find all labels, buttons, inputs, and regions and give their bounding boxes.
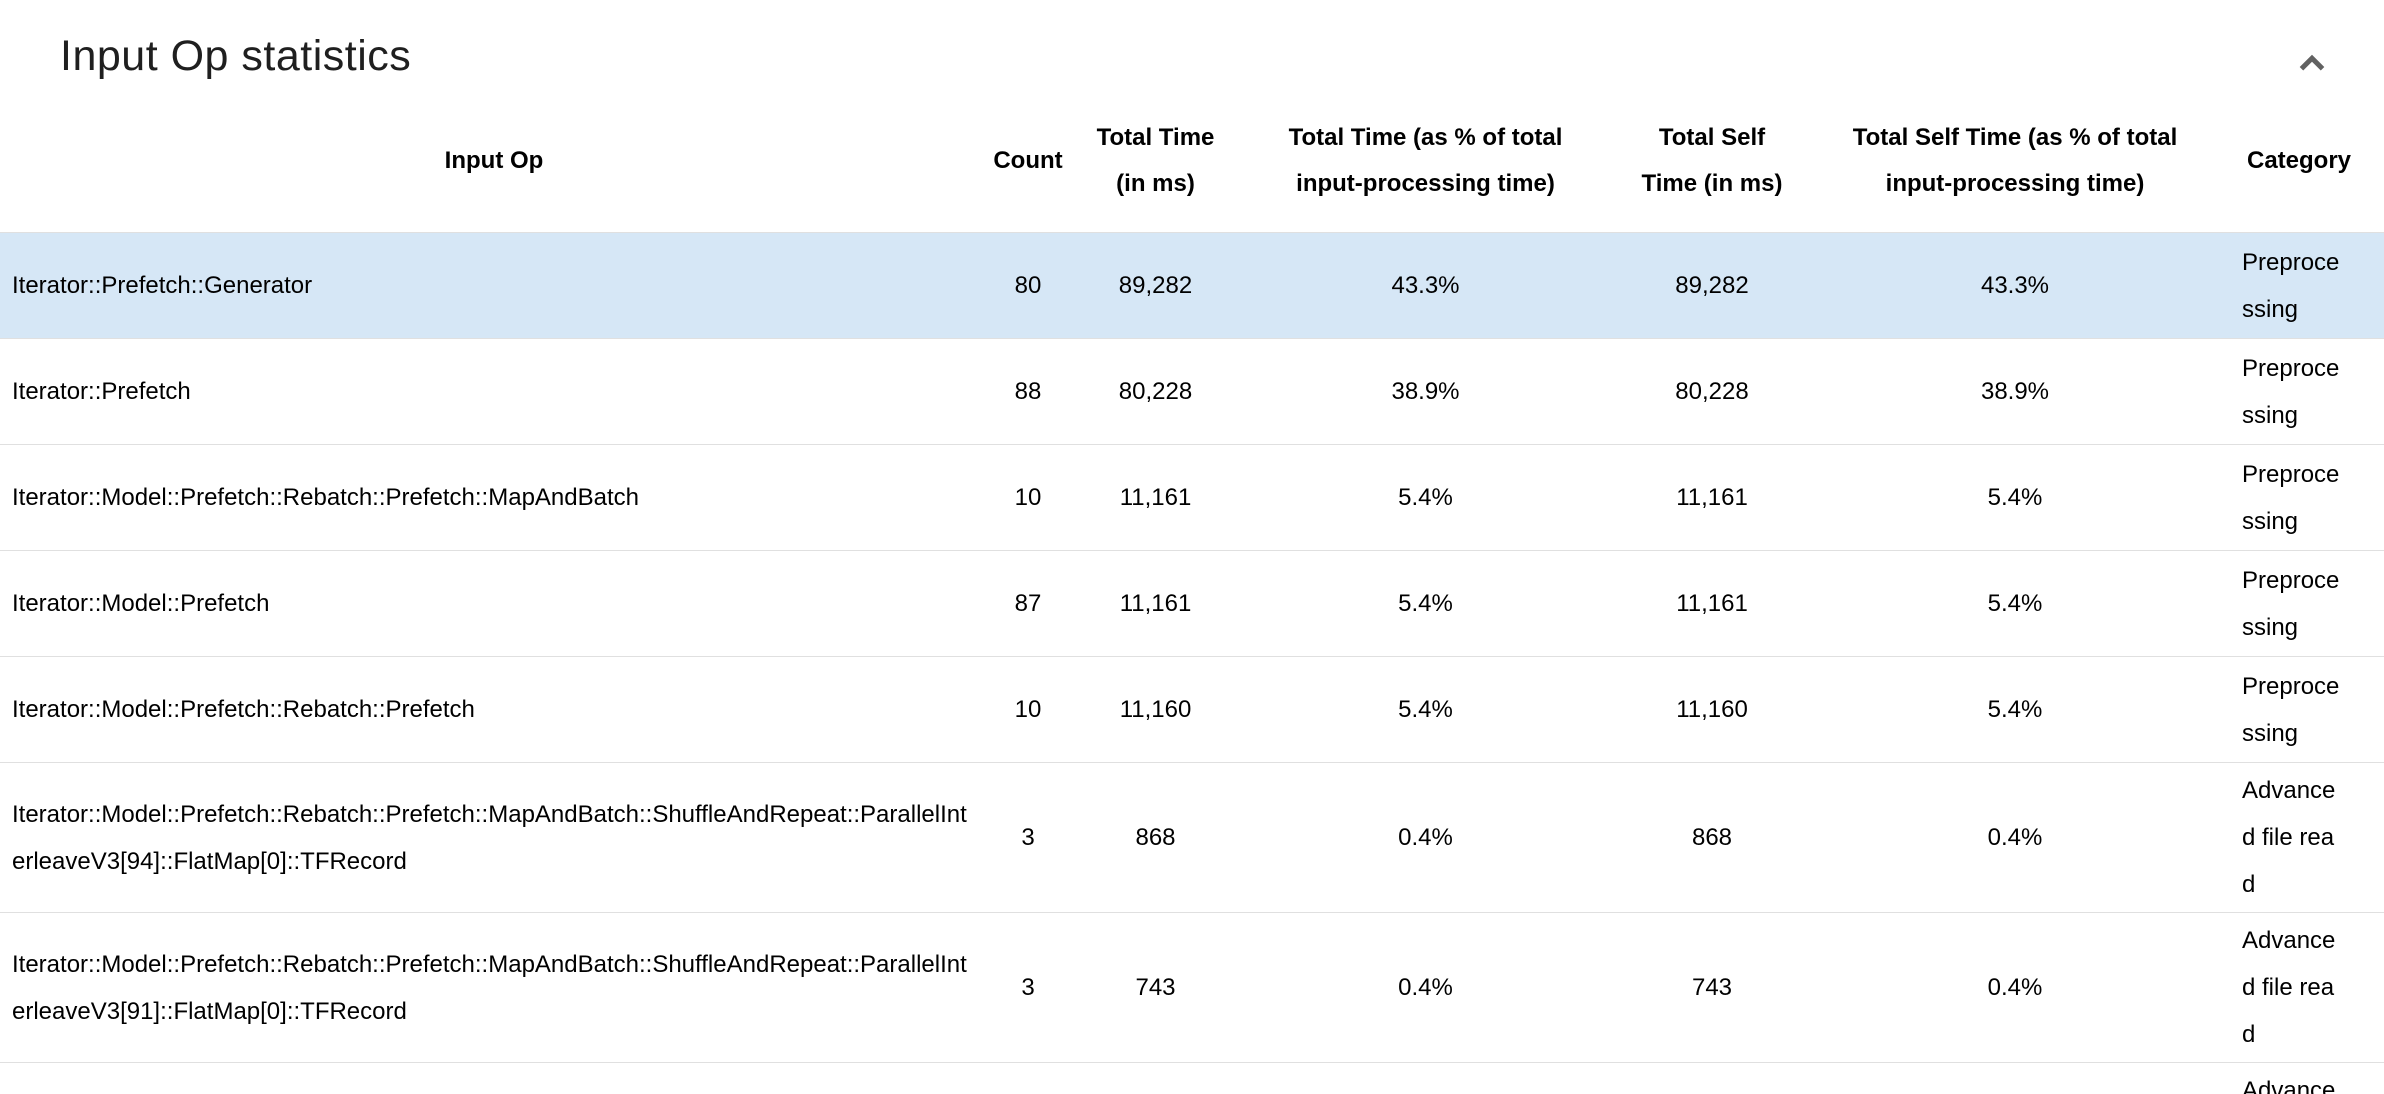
panel-header: Input Op statistics bbox=[0, 0, 2384, 90]
category-cell: Preprocessing bbox=[2242, 460, 2340, 535]
self-time-pct-cell: 0.3% bbox=[1816, 1063, 2214, 1094]
self-time-cell: 11,161 bbox=[1676, 484, 1748, 511]
total-time-pct-cell: 43.3% bbox=[1391, 272, 1460, 299]
self-time-cell: 743 bbox=[1691, 974, 1733, 1001]
table-row[interactable]: Iterator::Model::Prefetch::Rebatch::Pref… bbox=[0, 657, 2384, 763]
total-time-pct-cell: 5.4% bbox=[1398, 484, 1453, 511]
op-cell: Iterator::Model::Prefetch::Rebatch::Pref… bbox=[12, 800, 967, 875]
table-header-row: Input Op Count Total Time (in ms) Total … bbox=[0, 90, 2384, 233]
total-time-cell: 89,282 bbox=[1118, 272, 1193, 299]
self-time-cell: 89,282 bbox=[1675, 272, 1749, 299]
total-time-cell: 521 bbox=[1068, 1063, 1243, 1094]
self-time-cell: 11,161 bbox=[1676, 590, 1748, 617]
count-cell: 88 bbox=[1014, 378, 1042, 405]
op-cell: Iterator::Prefetch::Generator bbox=[12, 272, 313, 299]
count-cell: 10 bbox=[1014, 696, 1042, 723]
op-cell: Iterator::Prefetch bbox=[12, 378, 191, 405]
total-time-cell: 11,160 bbox=[1119, 696, 1192, 723]
self-time-pct-cell: 43.3% bbox=[1980, 272, 2050, 299]
table-row[interactable]: Iterator::Model::Prefetch 87 11,161 5.4%… bbox=[0, 551, 2384, 657]
total-time-pct-cell: 0.4% bbox=[1398, 824, 1453, 851]
op-cell: Iterator::Model::Prefetch::Rebatch::Pref… bbox=[12, 484, 639, 511]
total-time-pct-cell: 38.9% bbox=[1391, 378, 1460, 405]
table-row[interactable]: Iterator::Prefetch 88 80,228 38.9% 80,22… bbox=[0, 339, 2384, 445]
total-time-cell: 80,228 bbox=[1118, 378, 1193, 405]
category-cell: Preprocessing bbox=[2242, 672, 2340, 747]
total-time-pct-cell: 0.3% bbox=[1243, 1063, 1608, 1094]
category-cell: Advanced file read bbox=[2242, 1077, 2336, 1094]
total-time-cell: 11,161 bbox=[1119, 484, 1192, 511]
total-time-pct-cell: 0.4% bbox=[1398, 974, 1453, 1001]
self-time-pct-cell: 5.4% bbox=[1987, 484, 2043, 511]
self-time-pct-cell: 38.9% bbox=[1980, 378, 2050, 405]
collapse-button[interactable] bbox=[2284, 36, 2340, 92]
count-cell: 87 bbox=[1014, 590, 1042, 617]
op-cell: Iterator::Model::Prefetch bbox=[12, 590, 270, 617]
table-row[interactable]: Iterator::Prefetch::Generator 80 89,282 … bbox=[0, 233, 2384, 339]
self-time-cell: 11,160 bbox=[1676, 696, 1748, 723]
total-time-pct-cell: 5.4% bbox=[1398, 696, 1453, 723]
count-cell: 80 bbox=[1014, 272, 1042, 299]
table-row[interactable]: Iterator::Model::Prefetch::Rebatch::Pref… bbox=[0, 913, 2384, 1063]
op-cell: Iterator::Model::Prefetch::Rebatch::Pref… bbox=[0, 1063, 988, 1094]
column-header-self-time-pct[interactable]: Total Self Time (as % of total input-pro… bbox=[1852, 124, 2178, 197]
column-header-total-time[interactable]: Total Time (in ms) bbox=[1096, 124, 1215, 197]
category-cell: Preprocessing bbox=[2242, 248, 2340, 323]
column-header-category[interactable]: Category bbox=[2246, 147, 2352, 174]
total-time-pct-cell: 5.4% bbox=[1398, 590, 1453, 617]
table-row[interactable]: Iterator::Model::Prefetch::Rebatch::Pref… bbox=[0, 445, 2384, 551]
column-header-count[interactable]: Count bbox=[993, 147, 1063, 174]
table-row[interactable]: Iterator::Model::Prefetch::Rebatch::Pref… bbox=[0, 1063, 2384, 1094]
self-time-cell: 80,228 bbox=[1675, 378, 1749, 405]
table-row[interactable]: Iterator::Model::Prefetch::Rebatch::Pref… bbox=[0, 763, 2384, 913]
count-cell: 3 bbox=[1021, 974, 1035, 1001]
category-cell: Preprocessing bbox=[2242, 566, 2340, 641]
self-time-pct-cell: 5.4% bbox=[1987, 590, 2043, 617]
chevron-up-icon bbox=[2284, 41, 2340, 87]
total-time-cell: 868 bbox=[1135, 824, 1176, 851]
self-time-cell: 868 bbox=[1691, 824, 1733, 851]
page-title: Input Op statistics bbox=[60, 32, 412, 80]
column-header-self-time[interactable]: Total Self Time (in ms) bbox=[1641, 124, 1783, 197]
self-time-pct-cell: 5.4% bbox=[1987, 696, 2043, 723]
total-time-cell: 743 bbox=[1135, 974, 1176, 1001]
count-cell: 3 bbox=[988, 1063, 1068, 1094]
op-cell: Iterator::Model::Prefetch::Rebatch::Pref… bbox=[12, 696, 475, 723]
column-header-total-time-pct[interactable]: Total Time (as % of total input-processi… bbox=[1288, 124, 1563, 197]
category-cell: Advanced file read bbox=[2242, 927, 2336, 1048]
count-cell: 3 bbox=[1021, 824, 1035, 851]
self-time-pct-cell: 0.4% bbox=[1987, 824, 2043, 851]
total-time-cell: 11,161 bbox=[1119, 590, 1192, 617]
category-cell: Preprocessing bbox=[2242, 354, 2340, 429]
column-header-input-op[interactable]: Input Op bbox=[444, 147, 544, 174]
count-cell: 10 bbox=[1014, 484, 1042, 511]
self-time-cell: 521 bbox=[1608, 1063, 1816, 1094]
category-cell: Advanced file read bbox=[2242, 777, 2336, 898]
self-time-pct-cell: 0.4% bbox=[1987, 974, 2043, 1001]
op-cell: Iterator::Model::Prefetch::Rebatch::Pref… bbox=[12, 950, 967, 1025]
